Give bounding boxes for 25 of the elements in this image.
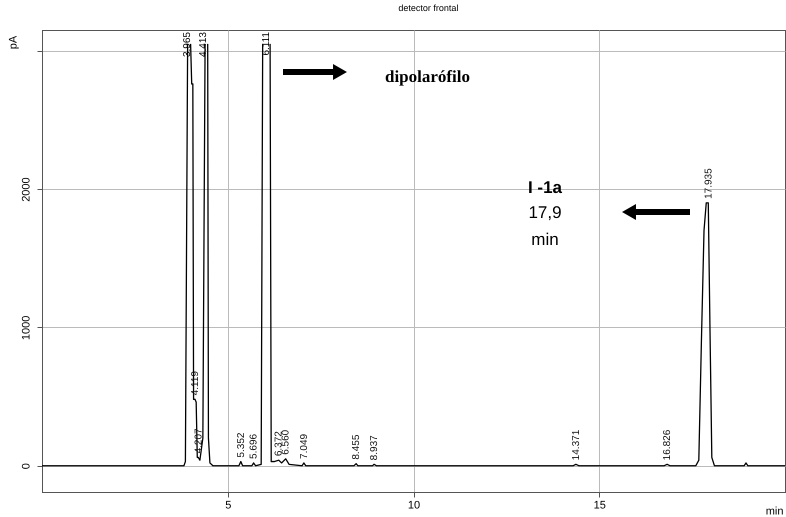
annotation: 17,9 — [528, 203, 562, 222]
annotation: 3.965 — [182, 32, 193, 58]
x-axis-title: min — [766, 506, 784, 517]
annotation: I -1a — [528, 178, 563, 197]
annotation: 14.371 — [570, 429, 582, 460]
y-axis-title: pA — [8, 35, 20, 50]
annotation: 5.352 — [236, 432, 247, 458]
y-tick-label: 2000 — [20, 177, 32, 202]
annotation: 5.696 — [248, 433, 260, 459]
x-tick-label: 5 — [225, 500, 232, 512]
annotation: dipolarófilo — [385, 67, 470, 86]
y-tick-label: 1000 — [20, 316, 32, 340]
annotation: 17.935 — [703, 168, 714, 199]
chart-title: detector frontal — [398, 3, 458, 13]
annotation: 4.207 — [193, 428, 204, 454]
annotation: 4.413 — [198, 32, 209, 58]
annotation: 8.937 — [369, 434, 380, 460]
annotation: 16.826 — [662, 429, 674, 460]
annotation: min — [531, 230, 559, 249]
x-tick-label: 10 — [408, 500, 420, 512]
x-tick-label: 15 — [594, 500, 606, 512]
annotation: 8.455 — [351, 434, 362, 460]
annotation: 4.119 — [190, 370, 202, 396]
y-tick-label: 0 — [20, 463, 32, 470]
annotation: 7.049 — [298, 433, 310, 459]
